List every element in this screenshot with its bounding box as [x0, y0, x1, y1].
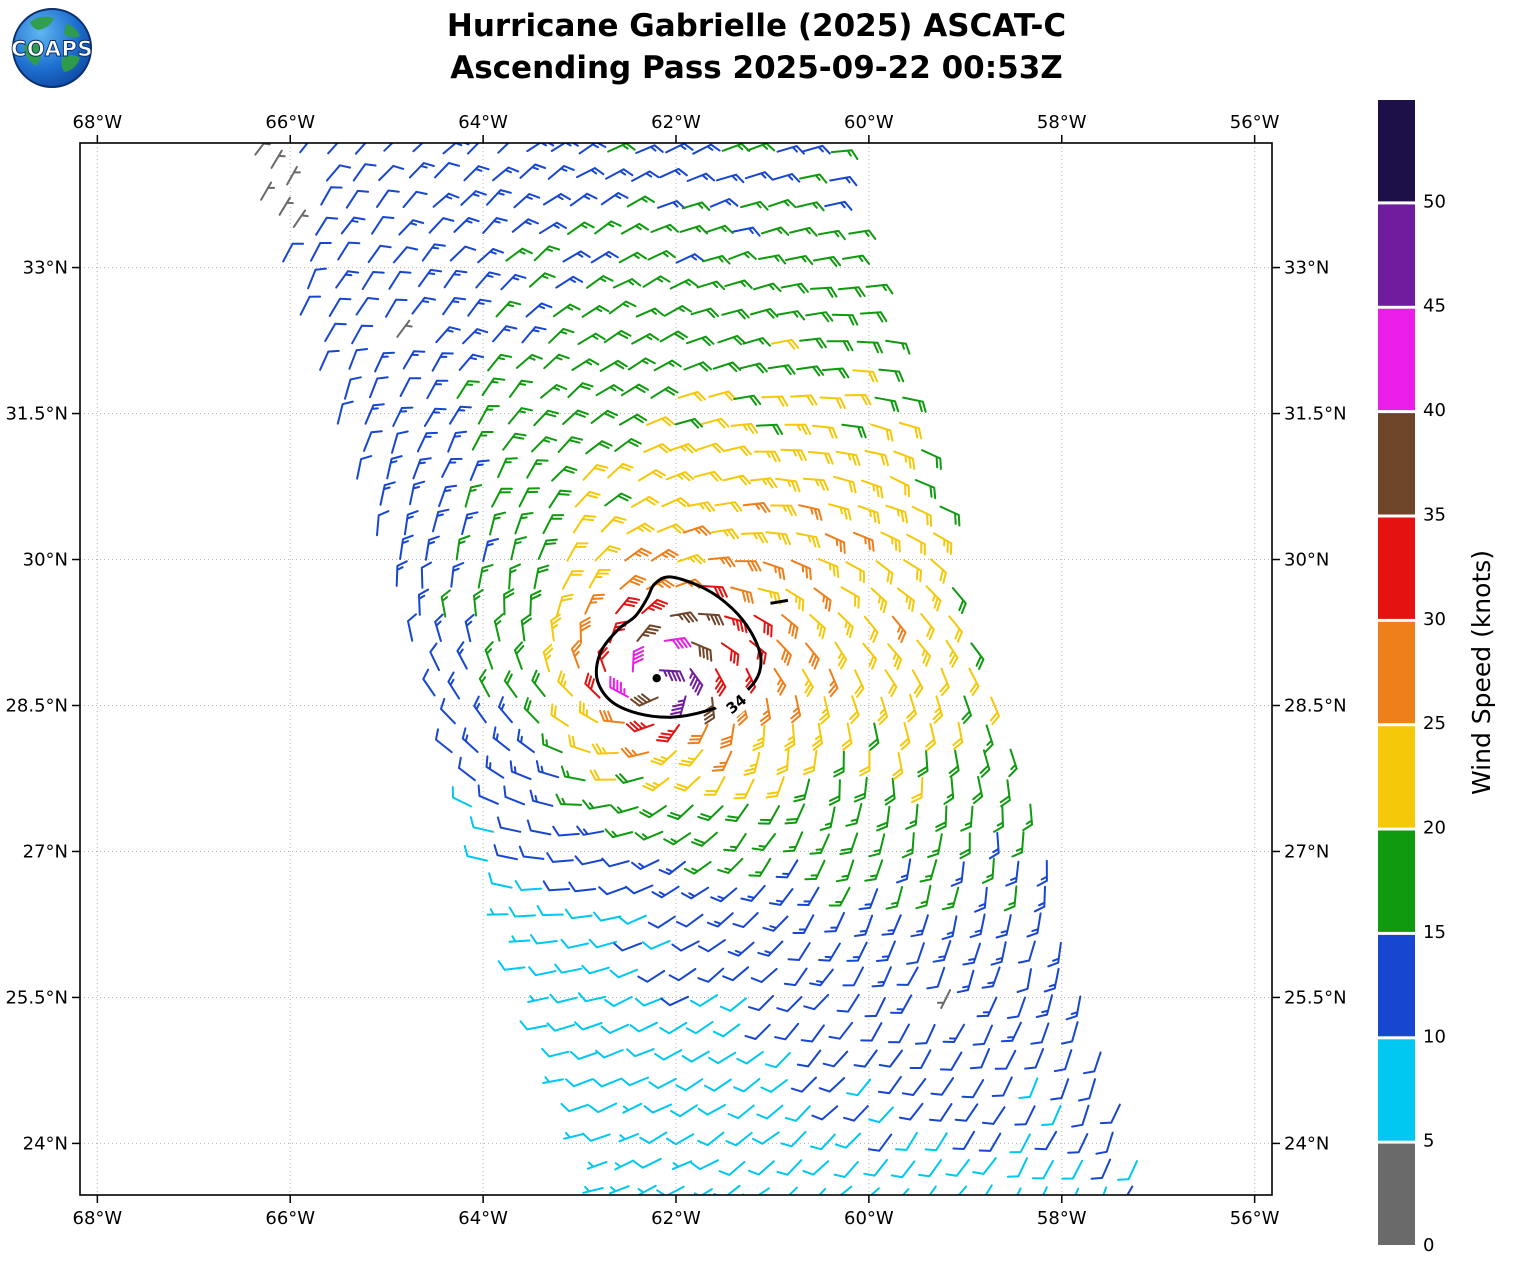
colorbar-tick-label: 20	[1423, 818, 1446, 839]
logo-landmass-west	[24, 43, 42, 66]
colorbar-segment	[1378, 726, 1415, 828]
colorbar-segment	[1378, 204, 1415, 306]
plot-border	[79, 142, 1273, 1196]
lon-tick-label-bottom: 64°W	[458, 1208, 508, 1229]
colorbar-tick-label: 45	[1423, 296, 1446, 317]
colorbar-segment	[1378, 621, 1415, 724]
lat-tick-label-right: 28.5°N	[1284, 695, 1347, 716]
lon-tick-label-bottom: 60°W	[844, 1208, 894, 1229]
lon-tick-label-bottom: 56°W	[1230, 1208, 1280, 1229]
lat-tick-label-left: 31.5°N	[5, 404, 68, 425]
colorbar: 0 5 10 15 20 25 30 35 40 45 50 Wind Speed (knots)	[1378, 100, 1496, 1256]
coaps-logo: COAPS	[11, 8, 93, 88]
lat-tick-label-right: 27°N	[1284, 841, 1329, 862]
storm-center-marker	[652, 674, 661, 683]
lat-tick-label-left: 25.5°N	[5, 987, 68, 1008]
lon-tick-label-top: 56°W	[1230, 112, 1280, 133]
colorbar-segment	[1378, 1039, 1415, 1141]
lat-tick-label-left: 33°N	[23, 258, 68, 279]
title-line-1: Hurricane Gabrielle (2025) ASCAT-C	[446, 8, 1067, 44]
grid-layer	[80, 143, 1272, 1195]
colorbar-segment	[1378, 100, 1415, 202]
lat-tick-label-right: 24°N	[1284, 1133, 1329, 1154]
gale-34kt-contour	[594, 575, 763, 719]
lat-tick-label-left: 28.5°N	[5, 695, 68, 716]
logo-landmass-east	[64, 24, 80, 38]
lon-tick-label-bottom: 66°W	[265, 1208, 315, 1229]
lat-tick-label-right: 30°N	[1284, 550, 1329, 571]
lat-tick-label-right: 33°N	[1284, 258, 1329, 279]
lon-tick-label-bottom: 58°W	[1037, 1208, 1087, 1229]
lat-tick-label-left: 24°N	[23, 1133, 68, 1154]
lon-tick-label-top: 60°W	[844, 112, 894, 133]
colorbar-segment	[1378, 413, 1415, 515]
colorbar-tick-label: 25	[1423, 713, 1446, 734]
colorbar-segment	[1378, 517, 1415, 619]
colorbar-tick-label: 50	[1423, 191, 1446, 212]
coaps-logo-text: COAPS	[11, 37, 93, 61]
gale-contour-layer: 34	[594, 575, 789, 724]
lon-tick-label-top: 64°W	[458, 112, 508, 133]
logo-landmass-north	[30, 16, 54, 30]
lat-tick-label-right: 25.5°N	[1284, 987, 1347, 1008]
colorbar-segment	[1378, 1143, 1415, 1245]
lon-tick-label-bottom: 68°W	[73, 1208, 123, 1229]
colorbar-segment	[1378, 934, 1415, 1037]
lon-tick-label-top: 66°W	[265, 112, 315, 133]
colorbar-tick-label: 5	[1423, 1131, 1434, 1152]
lat-tick-label-right: 31.5°N	[1284, 404, 1347, 425]
figure-title: Hurricane Gabrielle (2025) ASCAT-C Ascen…	[0, 6, 1513, 89]
contour-fragment	[770, 598, 789, 605]
wind-barbs-layer	[254, 143, 1138, 1195]
colorbar-tick-label: 10	[1423, 1026, 1446, 1047]
contour-label: 34	[714, 682, 757, 724]
title-line-2: Ascending Pass 2025-09-22 00:53Z	[450, 49, 1063, 86]
lon-tick-label-top: 58°W	[1037, 112, 1087, 133]
lon-tick-label-top: 62°W	[651, 112, 701, 133]
colorbar-segment	[1378, 830, 1415, 932]
colorbar-tick-label: 15	[1423, 922, 1446, 943]
colorbar-tick-label: 40	[1423, 400, 1446, 421]
colorbar-tick-label: 0	[1423, 1235, 1434, 1256]
colorbar-segment	[1378, 308, 1415, 411]
lon-tick-label-bottom: 62°W	[651, 1208, 701, 1229]
colorbar-tick-label: 30	[1423, 609, 1446, 630]
logo-landmass-south	[61, 55, 80, 72]
lon-tick-label-top: 68°W	[73, 112, 123, 133]
lat-tick-label-left: 30°N	[23, 550, 68, 571]
colorbar-axis-label: Wind Speed (knots)	[1467, 550, 1496, 795]
colorbar-tick-label: 35	[1423, 505, 1446, 526]
lat-tick-label-left: 27°N	[23, 841, 68, 862]
axes-layer: 68°W 68°W 66°W 66°W 64°W 64°W 62°W 62°W 60°W 60°W…	[5, 112, 1346, 1229]
